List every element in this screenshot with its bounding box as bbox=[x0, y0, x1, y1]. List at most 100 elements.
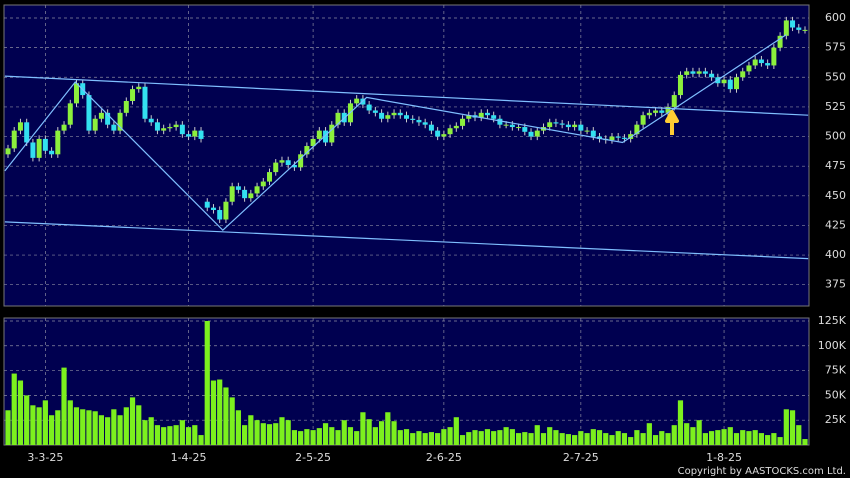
candle-body bbox=[734, 77, 740, 90]
volume-bar bbox=[410, 433, 416, 445]
candle-body bbox=[684, 71, 690, 75]
candle-body bbox=[285, 160, 291, 165]
volume-bar bbox=[484, 429, 491, 445]
volume-bar bbox=[142, 420, 148, 445]
candle-body bbox=[509, 124, 515, 128]
volume-bar bbox=[696, 420, 702, 445]
candle-body bbox=[136, 86, 142, 90]
volume-bar bbox=[528, 433, 534, 445]
volume-bar bbox=[36, 407, 42, 445]
candle-body bbox=[528, 131, 534, 137]
candle-body bbox=[646, 112, 652, 116]
volume-bar bbox=[117, 415, 123, 445]
candle-body bbox=[702, 71, 708, 74]
candle-body bbox=[279, 160, 285, 163]
x-tick-label: 2-6-25 bbox=[426, 451, 462, 464]
volume-bar bbox=[796, 425, 802, 445]
volume-bar bbox=[210, 380, 217, 445]
candle-body bbox=[547, 122, 553, 128]
volume-bar bbox=[721, 429, 727, 445]
candle-body bbox=[117, 112, 123, 131]
volume-bar bbox=[715, 430, 721, 445]
volume-bar bbox=[248, 415, 254, 445]
volume-bar bbox=[727, 427, 733, 445]
volume-bar bbox=[185, 427, 192, 445]
volume-bar bbox=[690, 427, 696, 445]
volume-bar bbox=[167, 426, 173, 445]
candle-body bbox=[36, 138, 42, 158]
volume-bar bbox=[11, 373, 17, 445]
candle-body bbox=[186, 134, 192, 137]
x-tick-label: 2-5-25 bbox=[295, 451, 331, 464]
candle-body bbox=[273, 162, 279, 173]
candle-body bbox=[578, 124, 584, 131]
volume-bar bbox=[55, 410, 61, 445]
candle-body bbox=[5, 148, 11, 155]
volume-bar bbox=[684, 423, 690, 445]
volume-bar bbox=[105, 417, 111, 445]
volume-bar bbox=[515, 433, 522, 445]
candle-body bbox=[758, 59, 764, 64]
y-tick-label: 425 bbox=[825, 218, 846, 231]
y-tick-label: 375 bbox=[825, 278, 846, 291]
candle-body bbox=[478, 112, 484, 118]
candle-body bbox=[777, 35, 783, 48]
volume-bar bbox=[621, 433, 628, 445]
volume-bar bbox=[553, 430, 559, 445]
candle-body bbox=[416, 119, 422, 123]
candle-body bbox=[254, 186, 260, 194]
candle-body bbox=[111, 124, 117, 131]
volume-bar bbox=[235, 410, 241, 445]
volume-bar bbox=[154, 425, 161, 445]
volume-bar bbox=[5, 410, 11, 445]
volume-bar bbox=[702, 433, 708, 445]
candle-body bbox=[460, 118, 466, 126]
candle-body bbox=[223, 201, 229, 220]
volume-bar bbox=[98, 415, 104, 445]
candle-body bbox=[441, 134, 447, 137]
x-tick-label: 2-7-25 bbox=[563, 451, 599, 464]
volume-bar bbox=[304, 429, 310, 445]
y-tick-label: 575 bbox=[825, 41, 846, 54]
candle-body bbox=[497, 118, 503, 125]
candle-body bbox=[310, 138, 316, 147]
candle-body bbox=[609, 136, 615, 141]
volume-bar bbox=[422, 433, 428, 445]
candle-body bbox=[154, 122, 160, 131]
volume-bar bbox=[777, 437, 783, 445]
volume-bar bbox=[497, 430, 503, 445]
volume-bar bbox=[428, 432, 435, 445]
volume-bar bbox=[136, 405, 142, 445]
volume-bar bbox=[148, 417, 154, 445]
volume-bar bbox=[360, 412, 366, 445]
candle-body bbox=[323, 130, 329, 143]
candle-body bbox=[435, 130, 441, 137]
volume-bar bbox=[572, 435, 578, 445]
candle-body bbox=[522, 127, 528, 132]
candle-body bbox=[229, 186, 235, 202]
volume-bar bbox=[677, 400, 684, 445]
volume-bar bbox=[372, 427, 378, 445]
volume-bar bbox=[435, 433, 441, 445]
volume-bar bbox=[559, 433, 565, 445]
candle-body bbox=[123, 100, 129, 113]
candle-body bbox=[404, 115, 409, 119]
candle-body bbox=[659, 110, 665, 113]
candle-body bbox=[615, 136, 621, 138]
volume-bar bbox=[111, 409, 117, 445]
candle-body bbox=[790, 20, 796, 28]
volume-bar bbox=[565, 434, 571, 445]
volume-bar bbox=[403, 429, 410, 445]
volume-bar bbox=[86, 410, 92, 445]
volume-bar bbox=[67, 400, 73, 445]
candle-body bbox=[484, 112, 490, 116]
candle-body bbox=[422, 122, 428, 125]
volume-bar bbox=[385, 412, 391, 445]
candle-body bbox=[98, 112, 104, 119]
volume-bar bbox=[204, 320, 210, 445]
candle-body bbox=[92, 118, 98, 131]
candle-body bbox=[696, 71, 702, 74]
candle-body bbox=[260, 181, 266, 187]
volume-bar bbox=[266, 424, 273, 445]
y-tick-label: 50K bbox=[825, 388, 847, 401]
